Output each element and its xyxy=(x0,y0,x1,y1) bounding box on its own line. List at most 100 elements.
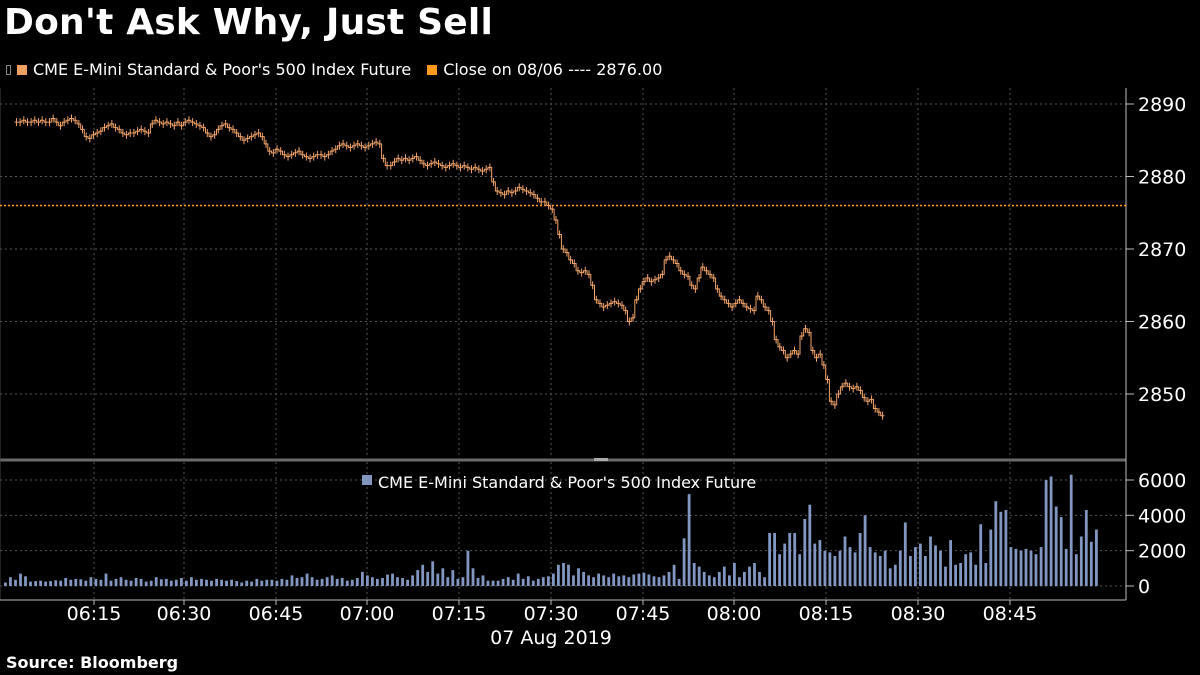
volume-bar xyxy=(69,579,73,586)
volume-bar xyxy=(868,547,872,586)
volume-bar xyxy=(466,550,470,586)
volume-bar xyxy=(411,575,414,586)
volume-bar xyxy=(49,581,52,586)
volume-bar xyxy=(391,573,394,586)
volume-bar xyxy=(29,581,32,586)
volume-bar xyxy=(99,579,103,586)
volume-bar xyxy=(54,580,58,586)
volume-bar xyxy=(753,563,756,586)
volume-bar xyxy=(396,577,399,586)
volume-bar xyxy=(169,580,173,586)
volume-bar xyxy=(858,533,862,586)
volume-bar xyxy=(426,571,430,586)
volume-tick-label: 0 xyxy=(1138,576,1150,598)
y-tick-label: 2870 xyxy=(1138,239,1186,261)
volume-bar xyxy=(893,564,897,586)
volume-bar xyxy=(195,579,198,586)
volume-bar xyxy=(205,579,208,586)
volume-bar xyxy=(14,579,17,586)
volume-bar xyxy=(803,518,807,586)
source-note: Source: Bloomberg xyxy=(6,653,179,672)
x-tick-label: 06:30 xyxy=(157,603,212,625)
volume-bar xyxy=(79,579,83,586)
volume-bar xyxy=(270,579,274,586)
volume-bar xyxy=(159,579,163,586)
legend-swatch-price xyxy=(17,64,27,75)
volume-bar xyxy=(632,574,636,586)
volume-bar xyxy=(929,536,932,586)
volume-bar xyxy=(225,580,228,586)
volume-bar xyxy=(240,582,244,586)
volume-bar xyxy=(602,575,606,586)
volume-bar xyxy=(456,578,460,586)
volume-bar xyxy=(376,578,379,586)
volume-bar xyxy=(59,580,63,586)
volume-bar xyxy=(4,582,7,586)
volume-bar xyxy=(250,581,254,586)
volume-bar xyxy=(697,566,701,586)
price-series xyxy=(0,114,1126,420)
volume-bar xyxy=(526,576,530,586)
volume-bar xyxy=(290,575,294,586)
volume-bar xyxy=(833,556,837,586)
volume-bar xyxy=(838,550,842,586)
volume-bar xyxy=(24,576,27,586)
volume-bar xyxy=(778,554,781,586)
volume-bar xyxy=(1049,476,1053,586)
volume-bar xyxy=(280,578,284,586)
volume-bar xyxy=(994,501,998,586)
volume-bar xyxy=(748,566,751,586)
volume-bar xyxy=(1039,547,1043,586)
volume-bar xyxy=(808,504,812,586)
volume-bar xyxy=(607,577,611,586)
volume-bar xyxy=(94,578,98,586)
volume-bar xyxy=(285,579,289,586)
volume-bar xyxy=(416,570,420,586)
volume-bar xyxy=(813,543,817,586)
volume-bar xyxy=(647,574,651,586)
volume-bar xyxy=(496,580,500,586)
legend-label-price: CME E-Mini Standard & Poor's 500 Index F… xyxy=(33,60,412,79)
volume-bar xyxy=(119,577,123,586)
volume-bar xyxy=(878,556,882,586)
volume-bar xyxy=(255,578,259,586)
volume-bar xyxy=(1064,548,1068,586)
volume-bar xyxy=(19,573,22,586)
volume-bar xyxy=(657,577,661,586)
volume-bar xyxy=(758,571,761,586)
x-tick-label: 06:15 xyxy=(67,603,122,625)
volume-bar xyxy=(210,580,213,586)
volume-bar xyxy=(652,576,656,586)
volume-bar xyxy=(883,550,887,586)
volume-bar xyxy=(350,579,354,586)
volume-bar xyxy=(1059,517,1063,586)
volume-bar xyxy=(557,564,560,586)
volume-bar xyxy=(828,552,832,586)
legend-handle-icon[interactable] xyxy=(6,64,11,75)
volume-bar xyxy=(707,575,711,586)
volume-bar xyxy=(64,578,68,586)
volume-bar xyxy=(919,543,922,586)
volume-bar xyxy=(260,580,264,586)
volume-bar xyxy=(1074,554,1078,586)
volume-bar xyxy=(843,536,847,586)
volume-bar xyxy=(728,575,731,586)
volume-bar xyxy=(949,540,952,586)
volume-bar xyxy=(185,580,188,586)
x-tick-label: 08:30 xyxy=(891,603,946,625)
x-tick-label: 07:45 xyxy=(616,603,671,625)
volume-bar xyxy=(220,579,223,586)
volume-bar xyxy=(959,563,962,586)
volume-bar xyxy=(888,568,892,586)
volume-bar xyxy=(139,578,143,586)
volume-bar xyxy=(441,568,445,586)
volume-bar xyxy=(461,577,465,586)
y-tick-label: 2860 xyxy=(1138,312,1186,334)
volume-bar xyxy=(562,563,565,586)
volume-bar xyxy=(361,571,364,586)
volume-bar xyxy=(406,579,409,586)
volume-bar xyxy=(954,564,957,586)
x-tick-label: 07:00 xyxy=(340,603,395,625)
tick-labels: 2890 2880 2870 2860 2850 6000 4000 2000 0 06:15 06… xyxy=(67,94,1187,649)
